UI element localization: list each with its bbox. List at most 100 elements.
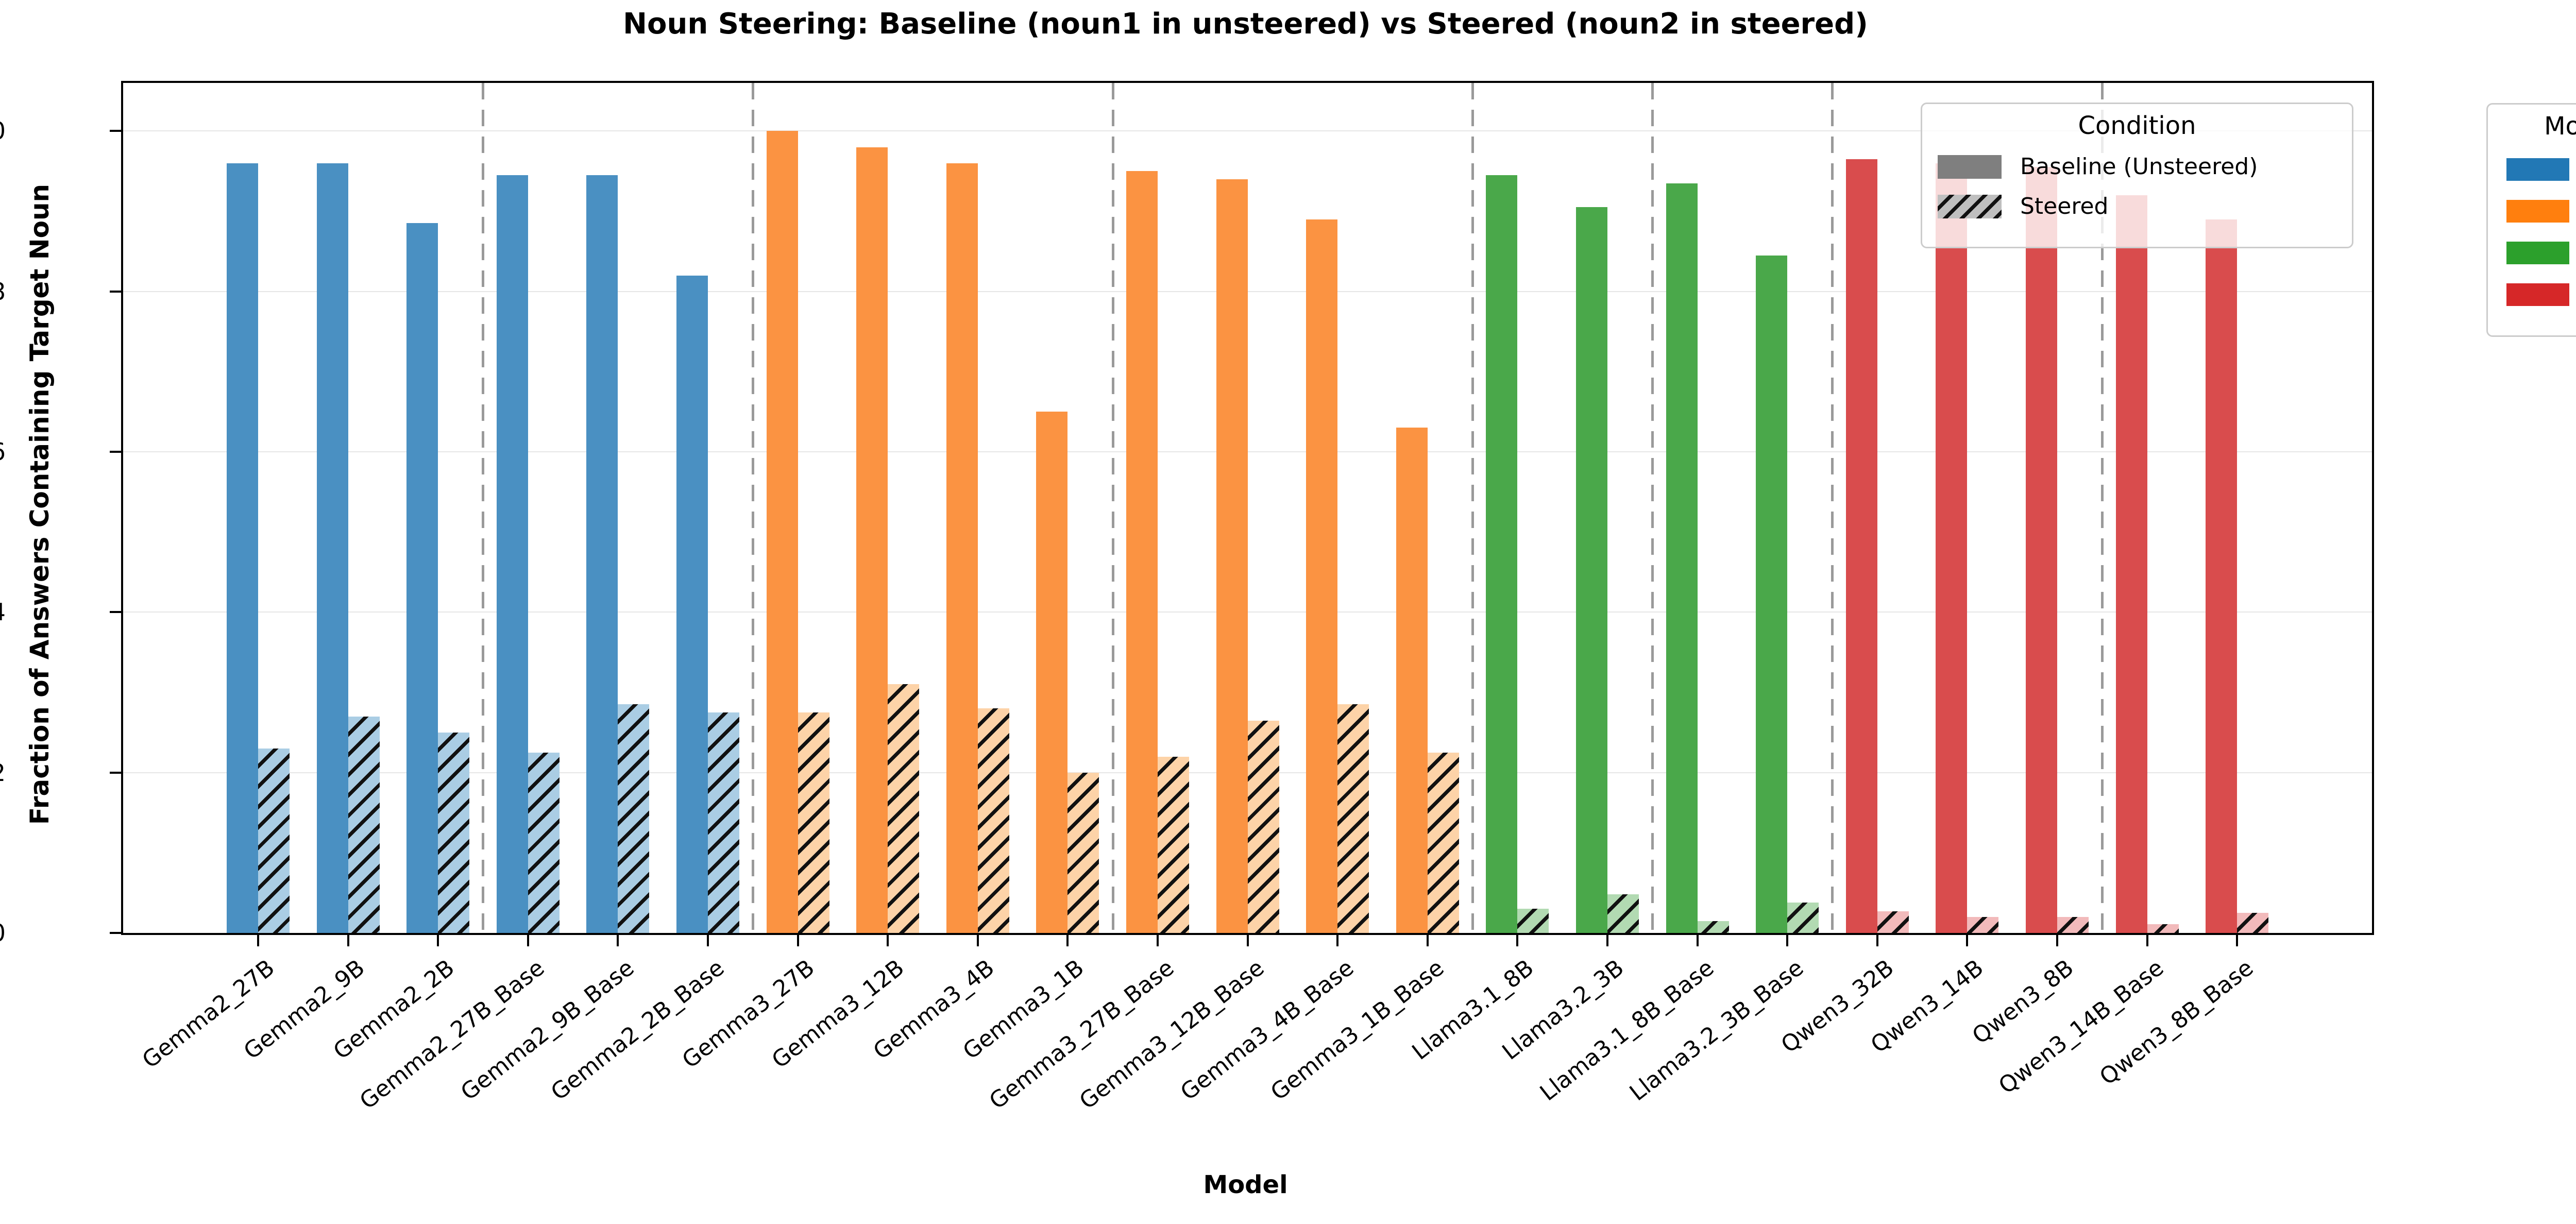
x-tick <box>1966 935 1968 946</box>
bar-steered-Llama3.2_3B_Base <box>1787 902 1819 933</box>
y-tick-label: 0.0 <box>0 919 6 947</box>
family-color-swatch <box>2506 283 2569 306</box>
x-tick <box>887 935 889 946</box>
x-tick <box>1516 935 1518 946</box>
bar-baseline-Gemma3_27B_Base <box>1126 171 1158 933</box>
x-tick <box>1427 935 1429 946</box>
group-separator <box>752 83 754 933</box>
y-tick-label: 0.8 <box>0 278 6 305</box>
y-tick <box>110 290 121 293</box>
bar-steered-Qwen3_14B <box>1967 916 1998 933</box>
x-tick <box>977 935 979 946</box>
bar-steered-Gemma3_12B <box>888 684 919 933</box>
bar-steered-Llama3.1_8B_Base <box>1698 921 1729 933</box>
gridline-y-1 <box>123 130 2372 132</box>
group-separator <box>482 83 484 933</box>
x-tick <box>2056 935 2058 946</box>
bar-baseline-Llama3.1_8B_Base <box>1666 183 1698 933</box>
bar-baseline-Gemma3_12B <box>856 147 888 933</box>
bar-baseline-Llama3.1_8B <box>1486 175 1517 933</box>
x-axis-label: Model <box>1203 1170 1288 1199</box>
y-tick <box>110 130 121 132</box>
y-tick-label: 0.4 <box>0 598 6 626</box>
bar-steered-Gemma2_9B <box>348 716 380 933</box>
bar-baseline-Gemma3_27B <box>767 131 798 933</box>
bar-steered-Gemma3_4B_Base <box>1337 704 1369 933</box>
legend-condition-title: Condition <box>2078 111 2196 140</box>
bar-steered-Gemma3_27B <box>798 712 829 933</box>
bar-steered-Gemma3_4B <box>978 708 1009 933</box>
bar-baseline-Gemma2_2B <box>406 223 438 933</box>
chart-title: Noun Steering: Baseline (noun1 in unstee… <box>623 7 1868 41</box>
bar-baseline-Gemma2_9B <box>317 163 348 933</box>
x-tick <box>1336 935 1338 946</box>
bar-steered-Qwen3_14B_Base <box>2147 924 2179 933</box>
x-tick <box>707 935 709 946</box>
bar-steered-Qwen3_32B <box>1877 911 1909 933</box>
legend-family-item: Gemma2.0 <box>2506 156 2576 182</box>
legend-condition-item: Baseline (Unsteered) <box>1938 154 2352 180</box>
y-tick <box>110 451 121 453</box>
bar-steered-Gemma2_9B_Base <box>618 704 649 933</box>
x-tick <box>437 935 439 946</box>
bar-baseline-Qwen3_8B_Base <box>2206 219 2237 933</box>
family-color-swatch <box>2506 199 2569 223</box>
legend-condition-item-label: Steered <box>2020 193 2109 219</box>
bar-baseline-Gemma3_12B_Base <box>1216 179 1248 933</box>
y-tick-label: 0.6 <box>0 438 6 466</box>
bar-steered-Llama3.2_3B <box>1607 894 1639 933</box>
x-tick <box>797 935 799 946</box>
y-axis-label: Fraction of Answers Containing Target No… <box>25 183 55 825</box>
x-tick <box>1876 935 1878 946</box>
bar-steered-Llama3.1_8B <box>1517 909 1549 933</box>
legend-family-item: Llama <box>2506 240 2576 266</box>
x-tick <box>257 935 259 946</box>
x-tick <box>1786 935 1788 946</box>
legend-condition-item-label: Baseline (Unsteered) <box>2020 154 2258 180</box>
bar-baseline-Gemma3_4B_Base <box>1306 219 1337 933</box>
bar-steered-Gemma3_27B_Base <box>1158 756 1189 933</box>
x-tick <box>1066 935 1069 946</box>
x-tick <box>1606 935 1608 946</box>
x-tick <box>1157 935 1159 946</box>
x-tick <box>527 935 529 946</box>
group-separator <box>2101 83 2104 933</box>
x-tick <box>1697 935 1699 946</box>
group-separator <box>1831 83 1834 933</box>
group-separator <box>1112 83 1114 933</box>
bar-baseline-Qwen3_8B <box>2026 167 2057 933</box>
bar-baseline-Gemma3_1B <box>1036 412 1067 933</box>
bar-baseline-Qwen3_14B_Base <box>2116 195 2147 933</box>
legend-family-title: Model Family <box>2544 112 2576 141</box>
legend-family-item: Gemma3.0 <box>2506 198 2576 224</box>
legend-condition: Condition Baseline (Unsteered) Steered <box>1921 103 2353 248</box>
legend-model-family: Model Family Gemma2.0 Gemma3.0 Llama Qwen3.… <box>2486 103 2576 337</box>
hatched-gray-swatch <box>1938 194 2002 218</box>
x-tick <box>347 935 349 946</box>
bar-steered-Gemma2_27B <box>258 748 290 933</box>
bar-steered-Gemma3_1B <box>1067 772 1099 933</box>
solid-gray-swatch <box>1938 155 2002 179</box>
bar-baseline-Gemma3_1B_Base <box>1396 428 1428 933</box>
x-tick <box>2236 935 2238 946</box>
family-color-swatch <box>2506 241 2569 264</box>
bar-baseline-Gemma2_2B_Base <box>676 275 708 933</box>
bar-baseline-Gemma2_9B_Base <box>586 175 618 933</box>
bar-baseline-Qwen3_14B <box>1936 163 1967 933</box>
y-tick-label: 0.2 <box>0 759 6 787</box>
bar-steered-Gemma3_12B_Base <box>1248 720 1279 933</box>
bar-baseline-Llama3.2_3B_Base <box>1756 255 1787 933</box>
family-color-swatch <box>2506 158 2569 181</box>
bar-steered-Gemma2_27B_Base <box>528 752 560 933</box>
y-tick-label: 1.0 <box>0 117 6 145</box>
bar-steered-Gemma3_1B_Base <box>1428 752 1459 933</box>
legend-condition-item: Steered <box>1938 193 2352 219</box>
bar-steered-Qwen3_8B <box>2057 916 2089 933</box>
bar-steered-Qwen3_8B_Base <box>2237 913 2268 933</box>
bar-steered-Gemma2_2B_Base <box>708 712 739 933</box>
bar-baseline-Llama3.2_3B <box>1576 207 1607 933</box>
bar-baseline-Gemma3_4B <box>946 163 978 933</box>
legend-family-item: Qwen3.0 <box>2506 281 2576 308</box>
x-tick <box>617 935 619 946</box>
